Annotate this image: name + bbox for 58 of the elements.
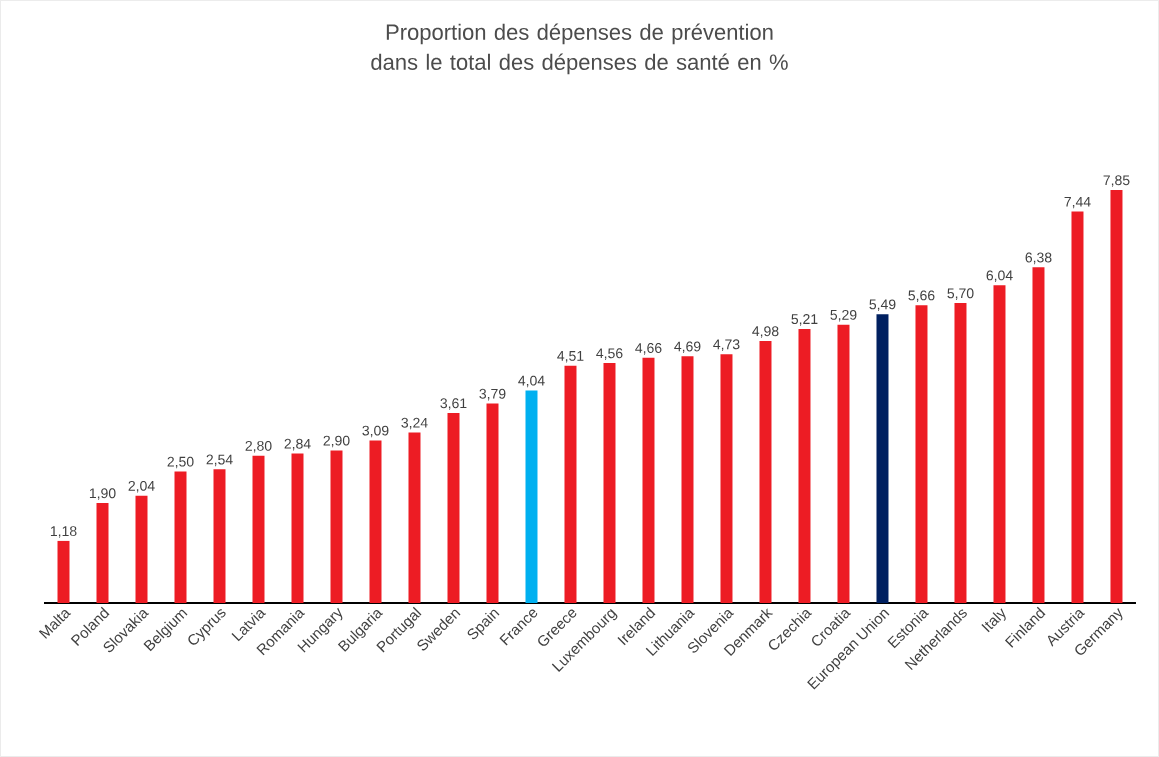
bar (447, 413, 460, 603)
bar (798, 328, 811, 603)
bar (915, 305, 928, 603)
bar (720, 354, 733, 603)
data-label: 1,90 (89, 488, 116, 500)
data-label: 6,04 (986, 270, 1013, 283)
bar (330, 450, 343, 603)
data-label: 4,51 (557, 351, 584, 363)
data-label: 2,80 (245, 440, 272, 453)
bar (96, 503, 109, 603)
bar (525, 390, 538, 603)
data-label: 7,44 (1064, 196, 1091, 209)
data-label: 1,18 (50, 526, 77, 538)
data-label: 3,09 (362, 425, 389, 438)
data-label: 5,29 (830, 309, 857, 322)
data-label: 4,98 (752, 326, 779, 338)
data-label: 2,84 (284, 438, 311, 451)
bar (408, 432, 421, 603)
bar (1032, 267, 1045, 603)
bar (291, 453, 304, 603)
data-label: 2,90 (323, 435, 350, 448)
bar (369, 440, 382, 603)
bar (1110, 189, 1123, 603)
data-label: 5,70 (947, 288, 974, 300)
data-label: 4,66 (635, 343, 662, 355)
data-label: 3,79 (479, 388, 506, 401)
bar (954, 303, 967, 603)
bar (642, 357, 655, 603)
data-label: 4,69 (674, 341, 701, 354)
data-label: 2,04 (128, 480, 155, 493)
data-label: 4,73 (713, 339, 740, 351)
data-label: 6,38 (1025, 252, 1052, 265)
bar (213, 469, 226, 603)
data-label: 5,21 (791, 314, 818, 326)
bar (1071, 211, 1084, 603)
bar (681, 356, 694, 603)
bar (603, 363, 616, 603)
bar (486, 403, 499, 603)
bar (135, 495, 148, 603)
data-label: 2,50 (167, 456, 194, 469)
data-label: 5,49 (869, 299, 896, 311)
data-label: 3,24 (401, 417, 428, 430)
bar (876, 314, 889, 603)
bar (993, 285, 1006, 603)
data-label: 4,56 (596, 348, 623, 360)
x-tick-label: Italy (981, 608, 1006, 633)
data-label: 4,04 (518, 375, 545, 388)
bar (759, 340, 772, 603)
data-label: 2,54 (206, 454, 233, 467)
bar (564, 365, 577, 603)
bar (252, 455, 265, 603)
bar (837, 324, 850, 603)
data-label: 3,61 (440, 398, 467, 410)
bar (174, 471, 187, 603)
chart-title: Proportion des dépenses de prévention dans le total des dépenses de santé en % (371, 23, 788, 75)
data-label: 7,85 (1103, 175, 1130, 187)
data-label: 5,66 (908, 290, 935, 303)
bar (57, 540, 70, 603)
